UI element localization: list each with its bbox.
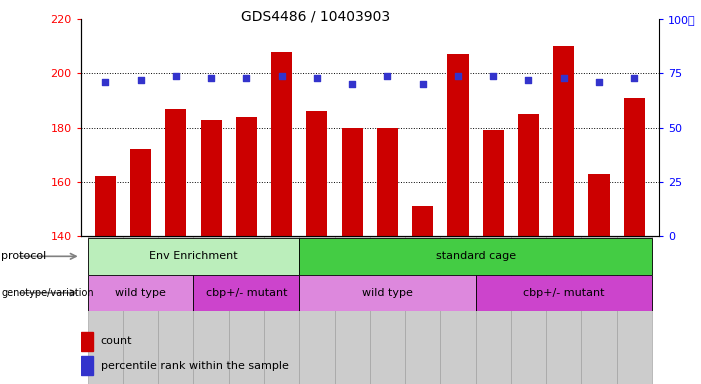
Point — [205, 75, 217, 81]
Bar — [334, 236, 370, 384]
Point — [170, 73, 182, 79]
Point — [240, 75, 252, 81]
Bar — [81, 332, 93, 351]
Bar — [271, 52, 292, 236]
Text: count: count — [101, 336, 132, 346]
Text: GDS4486 / 10403903: GDS4486 / 10403903 — [241, 10, 390, 23]
Point — [135, 77, 147, 83]
Text: percentile rank within the sample: percentile rank within the sample — [101, 361, 289, 371]
Point — [276, 73, 287, 79]
Bar — [299, 236, 334, 384]
Bar — [518, 114, 539, 236]
Bar — [475, 275, 652, 311]
Text: wild type: wild type — [115, 288, 166, 298]
Point — [382, 73, 393, 79]
Bar — [475, 236, 511, 384]
Point — [593, 79, 604, 85]
Bar — [553, 46, 574, 236]
Bar — [546, 236, 581, 384]
Bar — [95, 177, 116, 236]
Bar — [341, 127, 362, 236]
Bar — [193, 236, 229, 384]
Bar — [193, 275, 299, 311]
Bar — [306, 111, 327, 236]
Bar — [581, 236, 617, 384]
Point — [629, 75, 640, 81]
Text: protocol: protocol — [1, 251, 47, 261]
Bar — [123, 236, 158, 384]
Bar — [511, 236, 546, 384]
Bar — [412, 206, 433, 236]
Text: cbp+/- mutant: cbp+/- mutant — [523, 288, 604, 298]
Text: genotype/variation: genotype/variation — [1, 288, 94, 298]
Point — [558, 75, 569, 81]
Bar — [299, 275, 475, 311]
Text: Env Enrichment: Env Enrichment — [149, 251, 238, 262]
Bar — [370, 236, 405, 384]
Text: standard cage: standard cage — [435, 251, 516, 262]
Bar — [165, 109, 186, 236]
Bar — [405, 236, 440, 384]
Bar — [88, 275, 193, 311]
Bar — [440, 236, 475, 384]
Text: cbp+/- mutant: cbp+/- mutant — [205, 288, 287, 298]
Bar — [158, 236, 193, 384]
Point — [311, 75, 322, 81]
Bar — [88, 238, 299, 275]
Bar — [299, 238, 652, 275]
Bar — [377, 127, 398, 236]
Bar — [130, 149, 151, 236]
Bar — [88, 236, 123, 384]
Bar — [588, 174, 610, 236]
Bar — [617, 236, 652, 384]
Point — [346, 81, 358, 88]
Bar — [200, 119, 222, 236]
Point — [523, 77, 534, 83]
Bar — [264, 236, 299, 384]
Point — [100, 79, 111, 85]
Bar — [482, 131, 504, 236]
Point — [417, 81, 428, 88]
Text: wild type: wild type — [362, 288, 413, 298]
Bar — [81, 356, 93, 375]
Point — [452, 73, 463, 79]
Bar — [236, 117, 257, 236]
Bar — [447, 55, 468, 236]
Point — [488, 73, 499, 79]
Bar — [624, 98, 645, 236]
Bar — [229, 236, 264, 384]
